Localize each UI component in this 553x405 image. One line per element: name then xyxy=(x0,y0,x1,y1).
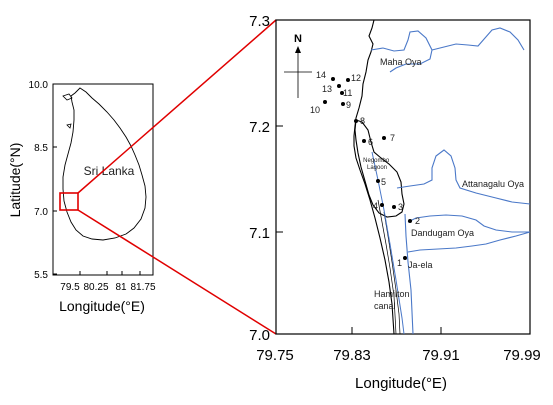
main-y-axis: 7.3 7.2 7.1 7.0 xyxy=(249,13,270,344)
inset-x-tick-label: 81 xyxy=(115,282,127,293)
hamilton-canal-line xyxy=(377,199,397,335)
station-point-5 xyxy=(376,179,380,183)
zoom-line-top xyxy=(77,19,277,194)
inset-x-axis: 79.5 80.25 81 81.75 xyxy=(60,271,156,293)
north-arrow: N xyxy=(284,33,312,98)
station-label: 2 xyxy=(415,216,420,226)
station-point-10 xyxy=(323,100,327,104)
main-y-tick-label: 7.2 xyxy=(249,119,270,136)
zoom-line-bottom xyxy=(77,209,277,335)
mannar-island xyxy=(66,123,72,129)
inset-map-frame xyxy=(52,83,154,276)
station-point-13 xyxy=(337,84,341,88)
station-label: 12 xyxy=(351,73,361,83)
inset-x-tick-label: 81.75 xyxy=(130,282,155,293)
main-x-tick-label: 79.75 xyxy=(256,347,294,364)
inset-x-tick-label: 80.25 xyxy=(83,282,108,293)
main-x-tick-label: 79.83 xyxy=(333,347,371,364)
hamilton-canal-label: Hamilton canal xyxy=(374,289,412,311)
station-points xyxy=(323,77,412,260)
ja-ela-label: Ja-ela xyxy=(408,260,433,270)
main-map-ticks xyxy=(276,125,442,334)
sri-lanka-label: Sri Lanka xyxy=(84,164,135,178)
station-point-11 xyxy=(340,91,344,95)
main-x-axis-title: Longitude(°E) xyxy=(355,375,447,392)
station-point-7 xyxy=(382,136,386,140)
inset-x-axis-title: Longitude(°E) xyxy=(59,298,145,314)
station-point-12 xyxy=(346,78,350,82)
dandugam-oya-label: Dandugam Oya xyxy=(411,228,474,238)
station-label: 1 xyxy=(397,258,402,268)
station-labels: 14 13 12 11 10 9 8 7 6 5 4 3 2 1 xyxy=(310,70,420,268)
station-label: 6 xyxy=(368,137,373,147)
inset-y-tick-label: 5.5 xyxy=(34,270,48,281)
hamilton-canal-label-line: canal xyxy=(374,301,396,311)
dandugam-oya-river xyxy=(407,214,530,233)
negombo-lagoon-label: Negombo Lagoon xyxy=(363,158,391,171)
station-point-14 xyxy=(331,77,335,81)
inset-x-tick-label: 79.5 xyxy=(60,282,80,293)
main-map: N 14 13 12 11 10 9 8 7 xyxy=(249,13,541,392)
attanagalu-oya-label: Attanagalu Oya xyxy=(462,179,524,189)
north-label: N xyxy=(294,33,302,45)
main-x-tick-label: 79.99 xyxy=(503,347,541,364)
hamilton-canal-label-line: Hamilton xyxy=(374,289,410,299)
negombo-lagoon-label-line: Negombo xyxy=(363,158,390,164)
negombo-lagoon-label-line: Lagoon xyxy=(367,165,387,171)
ja-ela-river xyxy=(407,231,531,253)
station-point-4 xyxy=(380,203,384,207)
main-x-tick-label: 79.91 xyxy=(422,347,460,364)
station-point-6 xyxy=(362,139,366,143)
inset-y-tick-label: 10.0 xyxy=(29,80,49,91)
inset-y-tick-label: 7.0 xyxy=(34,207,48,218)
inset-map: 10.0 8.5 7.0 5.5 79.5 80.25 81 81.75 Lon… xyxy=(7,80,156,314)
station-label: 7 xyxy=(390,133,395,143)
maha-oya-river-north xyxy=(431,27,525,51)
station-label: 14 xyxy=(316,70,326,80)
station-label: 4 xyxy=(373,201,378,211)
station-point-3 xyxy=(392,205,396,209)
inset-highlight-box xyxy=(59,192,79,211)
inset-y-tick-label: 8.5 xyxy=(34,143,48,154)
inset-y-axis: 10.0 8.5 7.0 5.5 xyxy=(29,80,57,281)
station-point-8 xyxy=(354,119,358,123)
station-label: 8 xyxy=(360,116,365,126)
station-point-9 xyxy=(341,102,345,106)
jaffna-islands xyxy=(62,93,73,101)
station-label: 9 xyxy=(346,100,351,110)
canal-blue-line xyxy=(404,213,414,335)
main-y-tick-label: 7.0 xyxy=(249,327,270,344)
station-label: 10 xyxy=(310,105,320,115)
main-x-axis: 79.75 79.83 79.91 79.99 xyxy=(256,347,541,364)
attanagalu-oya-river xyxy=(396,149,531,205)
station-label: 13 xyxy=(322,84,332,94)
main-y-tick-label: 7.1 xyxy=(249,225,270,242)
station-label: 11 xyxy=(343,88,352,98)
station-label: 5 xyxy=(381,177,386,187)
main-map-frame xyxy=(275,19,531,335)
inset-y-axis-title: Latitude(°N) xyxy=(7,143,23,218)
station-point-2 xyxy=(408,219,412,223)
sri-lanka-outline xyxy=(62,87,147,241)
main-coastline xyxy=(353,19,395,335)
north-arrow-head xyxy=(295,46,301,53)
station-label: 3 xyxy=(398,202,403,212)
maha-oya-label: Maha Oya xyxy=(380,57,422,67)
main-y-tick-label: 7.3 xyxy=(249,13,270,30)
station-point-1 xyxy=(403,256,407,260)
hamilton-canal-line xyxy=(383,211,401,335)
maha-oya-river xyxy=(370,30,433,73)
negombo-lagoon-outline xyxy=(354,119,405,218)
